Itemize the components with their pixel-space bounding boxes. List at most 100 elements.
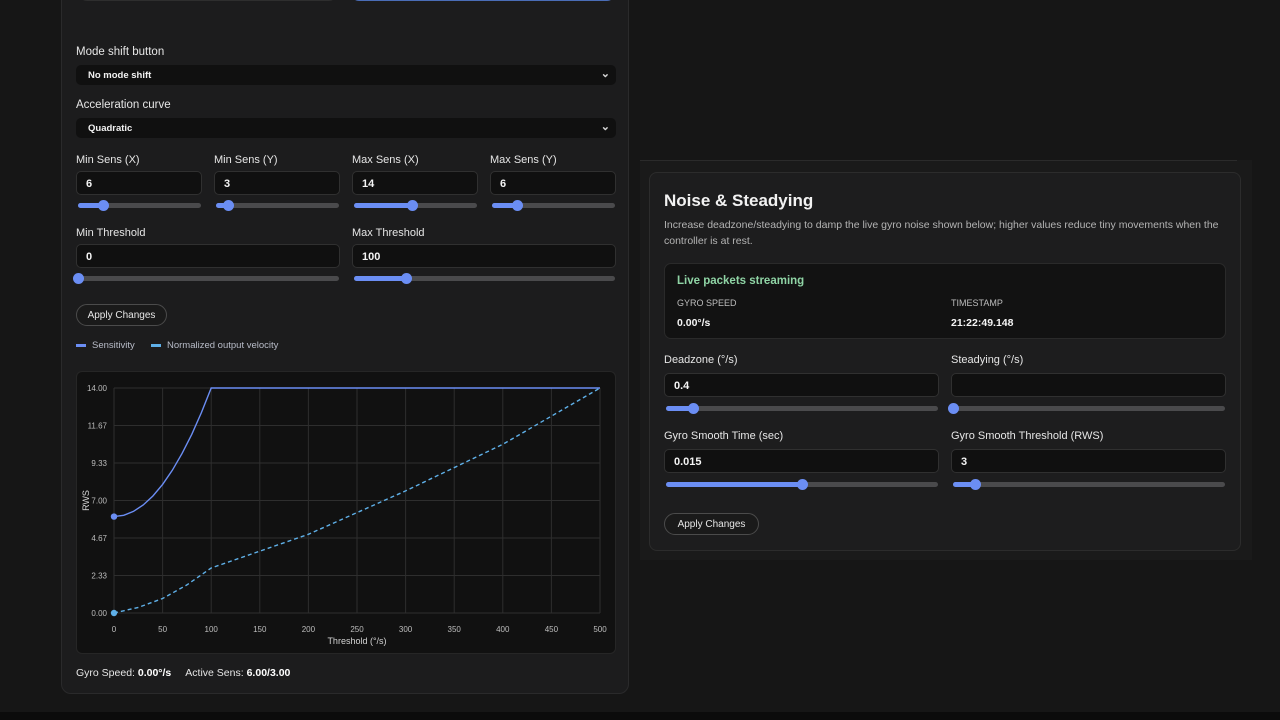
gyro-speed-label: GYRO SPEED <box>677 298 737 308</box>
y-tick-label: 7.00 <box>91 497 107 506</box>
y-tick-label: 14.00 <box>87 384 108 393</box>
slider-thumb[interactable] <box>797 479 808 490</box>
max-threshold-input[interactable]: 100 <box>352 244 616 268</box>
deadzone-input[interactable]: 0.4 <box>664 373 939 397</box>
min-threshold-label: Min Threshold <box>76 227 146 239</box>
x-axis-label: Threshold (°/s) <box>327 636 386 646</box>
max-threshold-slider[interactable] <box>354 272 615 284</box>
max-sens-y-input[interactable]: 6 <box>490 171 616 195</box>
y-tick-label: 2.33 <box>91 572 107 581</box>
legend-item-velocity[interactable]: Normalized output velocity <box>151 340 278 351</box>
smooth-threshold-input[interactable]: 3 <box>951 449 1226 473</box>
legend-swatch <box>76 344 86 347</box>
velocity-line <box>113 387 601 614</box>
steadying-label: Steadying (°/s) <box>951 354 1024 366</box>
slider-thumb[interactable] <box>969 479 981 490</box>
min-threshold-input[interactable]: 0 <box>76 244 340 268</box>
noise-steadying-card: Noise & Steadying Increase deadzone/stea… <box>649 172 1241 551</box>
gyro-speed-label: Gyro Speed: <box>76 667 135 679</box>
accel-curve-label: Acceleration curve <box>76 99 171 111</box>
legend-swatch <box>151 344 161 347</box>
min-sens-x-label: Min Sens (X) <box>76 154 140 166</box>
x-tick-label: 500 <box>593 625 607 634</box>
min-sens-x-slider[interactable] <box>78 199 201 211</box>
x-tick-label: 0 <box>112 625 117 634</box>
slider-thumb[interactable] <box>948 403 959 414</box>
x-tick-label: 450 <box>545 625 559 634</box>
live-status: Live packets streaming <box>677 275 805 287</box>
y-tick-label: 11.67 <box>88 422 108 431</box>
mode-shift-select[interactable]: No mode shift ⌄ <box>76 65 616 85</box>
x-tick-label: 350 <box>448 625 462 634</box>
deadzone-label: Deadzone (°/s) <box>664 354 738 366</box>
y-axis-label: RWS <box>81 490 91 511</box>
legend-label: Sensitivity <box>92 340 135 351</box>
min-sens-y-label: Min Sens (Y) <box>214 154 278 166</box>
x-tick-label: 400 <box>496 625 510 634</box>
smooth-time-slider[interactable] <box>666 478 938 490</box>
chart-canvas: 0 50 100 150 200 250 300 350 400 450 500 0.00 2.33 4.… <box>81 384 607 646</box>
min-sens-y-slider[interactable] <box>216 199 339 211</box>
live-status-box: Live packets streaming GYRO SPEED 0.00°/… <box>664 263 1226 339</box>
accel-curve-value: Quadratic <box>88 123 133 134</box>
slider-thumb[interactable] <box>406 200 418 211</box>
chevron-down-icon: ⌄ <box>600 68 610 80</box>
slider-thumb[interactable] <box>97 200 109 211</box>
steadying-input[interactable] <box>951 373 1226 397</box>
smooth-time-input[interactable]: 0.015 <box>664 449 939 473</box>
max-sens-x-slider[interactable] <box>354 199 477 211</box>
active-sens-value: 6.00/3.00 <box>246 667 291 679</box>
max-sens-y-slider[interactable] <box>492 199 615 211</box>
accel-curve-select[interactable]: Quadratic ⌄ <box>76 118 616 138</box>
mode-shift-value: No mode shift <box>88 70 152 81</box>
status-line: Gyro Speed: 0.00°/s Active Sens: 6.00/3.… <box>76 667 290 679</box>
sensitivity-chart: 0 50 100 150 200 250 300 350 400 450 500 0.00 2.33 4.… <box>76 371 616 654</box>
bottom-strip <box>0 712 1280 720</box>
smooth-threshold-label: Gyro Smooth Threshold (RWS) <box>951 430 1104 442</box>
x-tick-label: 200 <box>302 625 316 634</box>
smooth-threshold-slider[interactable] <box>953 478 1225 490</box>
slider-thumb[interactable] <box>511 200 523 211</box>
gyro-speed-value: 0.00°/s <box>677 317 711 329</box>
sensitivity-point <box>110 513 118 520</box>
active-sens-label: Active Sens: <box>185 667 244 679</box>
legend-item-sensitivity[interactable]: Sensitivity <box>76 340 135 351</box>
partial-input-field[interactable] <box>79 0 337 1</box>
velocity-point <box>110 609 118 617</box>
partial-focused-field[interactable] <box>351 0 615 1</box>
smooth-time-label: Gyro Smooth Time (sec) <box>664 430 784 442</box>
apply-changes-button[interactable]: Apply Changes <box>76 304 167 326</box>
divider <box>640 160 1237 161</box>
min-threshold-slider[interactable] <box>73 272 339 284</box>
x-tick-label: 250 <box>350 625 364 634</box>
x-tick-label: 300 <box>399 625 413 634</box>
slider-thumb[interactable] <box>73 273 84 284</box>
apply-changes-button[interactable]: Apply Changes <box>664 513 759 535</box>
y-tick-label: 0.00 <box>91 609 107 618</box>
min-sens-y-input[interactable]: 3 <box>214 171 340 195</box>
max-threshold-label: Max Threshold <box>352 227 425 239</box>
noise-panel-container: Noise & Steadying Increase deadzone/stea… <box>640 160 1252 560</box>
slider-thumb[interactable] <box>223 200 235 211</box>
timestamp-value: 21:22:49.148 <box>951 317 1014 329</box>
chevron-down-icon: ⌄ <box>600 121 610 133</box>
steadying-slider[interactable] <box>948 402 1225 414</box>
slider-thumb[interactable] <box>688 403 700 414</box>
legend-label: Normalized output velocity <box>167 340 279 351</box>
x-tick-label: 100 <box>205 625 219 634</box>
max-sens-x-input[interactable]: 14 <box>352 171 478 195</box>
min-sens-x-input[interactable]: 6 <box>76 171 202 195</box>
max-sens-y-label: Max Sens (Y) <box>490 154 557 166</box>
card-description: Increase deadzone/steadying to damp the … <box>664 219 1219 247</box>
gyro-speed-value: 0.00°/s <box>137 667 172 679</box>
sensitivity-line <box>113 387 600 518</box>
sensitivity-settings-panel: Mode shift button No mode shift ⌄ Accele… <box>61 0 629 694</box>
timestamp-label: TIMESTAMP <box>951 298 1003 308</box>
y-tick-label: 9.33 <box>91 459 107 468</box>
y-tick-label: 4.67 <box>91 534 107 543</box>
mode-shift-label: Mode shift button <box>76 46 165 58</box>
deadzone-slider[interactable] <box>666 402 938 414</box>
card-title: Noise & Steadying <box>664 191 814 210</box>
slider-thumb[interactable] <box>401 273 413 284</box>
x-tick-label: 50 <box>158 625 167 634</box>
